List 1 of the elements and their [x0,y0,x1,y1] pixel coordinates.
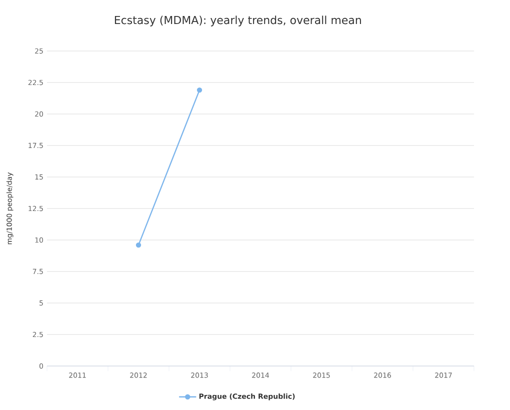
chart-title: Ecstasy (MDMA): yearly trends, overall mean [114,16,361,26]
